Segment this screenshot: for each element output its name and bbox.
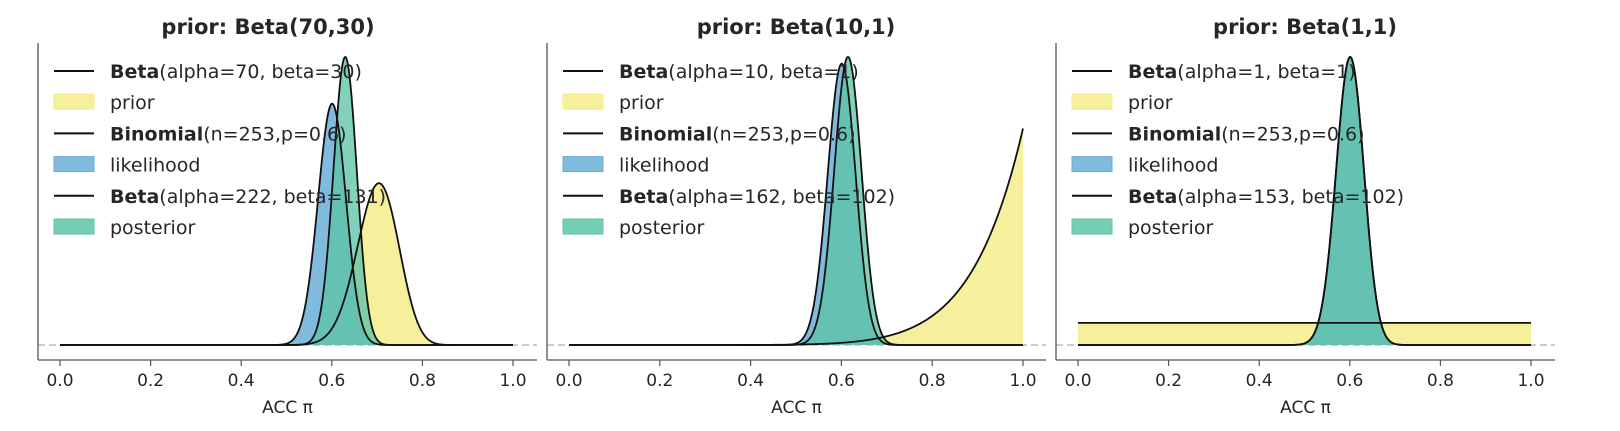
legend-entry-label: prior (1128, 92, 1173, 114)
legend-patch-posterior (53, 218, 95, 235)
legend-bold-name: Binomial (619, 123, 712, 145)
legend-params: (alpha=70, beta=30) (159, 61, 362, 83)
legend-patch-posterior (1071, 218, 1113, 235)
legend-patch-prior (53, 93, 95, 110)
legend-params: (n=253,p=0.6) (712, 123, 855, 145)
legend-params: (alpha=10, beta=1) (668, 61, 859, 83)
x-tick-label: 0.2 (646, 371, 673, 391)
posterior-curve (1078, 56, 1531, 346)
legend-entry-label: Beta(alpha=153, beta=102) (1128, 186, 1404, 208)
legend-patch-prior (562, 93, 604, 110)
x-tick-label: 1.0 (1517, 371, 1544, 391)
subplot-3: 0.0 0.2 0.4 0.6 0.8 1.0 ACC π prior: Beta(1,1) B… (1055, 15, 1555, 418)
x-axis-label: ACC π (1280, 398, 1331, 418)
legend-entry-label: likelihood (1128, 155, 1218, 177)
x-axis-label: ACC π (771, 398, 822, 418)
legend-entry-label: Beta(alpha=162, beta=102) (619, 186, 895, 208)
legend-entry-label: posterior (1128, 217, 1213, 239)
posterior-curve (60, 56, 513, 346)
legend-patch-prior (1071, 93, 1113, 110)
legend: Beta(alpha=10, beta=1)priorBinomial(n=25… (562, 61, 895, 239)
legend-entry-label: prior (619, 92, 664, 114)
x-tick-label: 0.0 (555, 371, 582, 391)
legend-entry-label: prior (110, 92, 155, 114)
legend-params: (n=253,p=0.6) (1221, 123, 1364, 145)
prior-area (569, 128, 1023, 345)
legend-entry-label: likelihood (110, 155, 200, 177)
legend-bold-name: Beta (110, 186, 159, 208)
legend: Beta(alpha=1, beta=1)priorBinomial(n=253… (1071, 61, 1404, 239)
legend-bold-name: Beta (619, 61, 668, 83)
x-tick-label: 0.8 (1427, 371, 1454, 391)
x-tick-label: 0.4 (1246, 371, 1273, 391)
x-tick-label: 0.2 (137, 371, 164, 391)
legend-patch-likelihood (53, 156, 95, 173)
x-tick-label: 0.4 (228, 371, 255, 391)
legend-patch-likelihood (1071, 156, 1113, 173)
x-tick-label: 0.0 (1064, 371, 1091, 391)
legend-entry-label: Beta(alpha=10, beta=1) (619, 61, 859, 83)
x-tick-label: 0.8 (919, 371, 946, 391)
x-axis-label: ACC π (262, 398, 313, 418)
subplot-title: prior: Beta(1,1) (1213, 15, 1397, 39)
legend-entry-label: Binomial(n=253,p=0.6) (619, 123, 856, 145)
x-tick-label: 0.0 (46, 371, 73, 391)
legend-entry-label: Binomial(n=253,p=0.6) (110, 123, 347, 145)
x-tick-label: 0.2 (1155, 371, 1182, 391)
legend-entry-label: Beta(alpha=1, beta=1) (1128, 61, 1356, 83)
legend-params: (alpha=222, beta=131) (159, 186, 386, 208)
x-tick-label: 0.4 (737, 371, 764, 391)
legend-entry-label: Beta(alpha=70, beta=30) (110, 61, 362, 83)
legend-patch-posterior (562, 218, 604, 235)
x-tick-label: 0.6 (1336, 371, 1363, 391)
legend-params: (n=253,p=0.6) (203, 123, 346, 145)
legend-entry-label: likelihood (619, 155, 709, 177)
legend-entry-label: posterior (619, 217, 704, 239)
subplot-title: prior: Beta(10,1) (697, 15, 896, 39)
legend-bold-name: Binomial (110, 123, 203, 145)
legend-entry-label: Binomial(n=253,p=0.6) (1128, 123, 1365, 145)
posterior-curve (569, 56, 1023, 346)
legend-bold-name: Beta (1128, 61, 1177, 83)
x-tick-label: 1.0 (1009, 371, 1036, 391)
subplot-2: 0.0 0.2 0.4 0.6 0.8 1.0 ACC π prior: Beta(10,1)… (546, 15, 1046, 418)
legend-params: (alpha=153, beta=102) (1177, 186, 1404, 208)
legend-bold-name: Beta (110, 61, 159, 83)
legend-entry-label: Beta(alpha=222, beta=131) (110, 186, 386, 208)
legend-bold-name: Beta (619, 186, 668, 208)
legend-entry-label: posterior (110, 217, 195, 239)
x-tick-label: 0.8 (409, 371, 436, 391)
legend-bold-name: Beta (1128, 186, 1177, 208)
legend-params: (alpha=1, beta=1) (1177, 61, 1355, 83)
subplot-1: 0.0 0.2 0.4 0.6 0.8 1.0 ACC π prior: Beta(70,30… (37, 15, 537, 418)
x-tick-label: 1.0 (499, 371, 526, 391)
prior-area (1078, 322, 1531, 345)
legend: Beta(alpha=70, beta=30)priorBinomial(n=2… (53, 61, 386, 239)
legend-patch-likelihood (562, 156, 604, 173)
x-tick-label: 0.6 (828, 371, 855, 391)
x-tick-label: 0.6 (318, 371, 345, 391)
prior-area (60, 183, 513, 345)
subplot-title: prior: Beta(70,30) (161, 15, 374, 39)
legend-bold-name: Binomial (1128, 123, 1221, 145)
legend-params: (alpha=162, beta=102) (668, 186, 895, 208)
